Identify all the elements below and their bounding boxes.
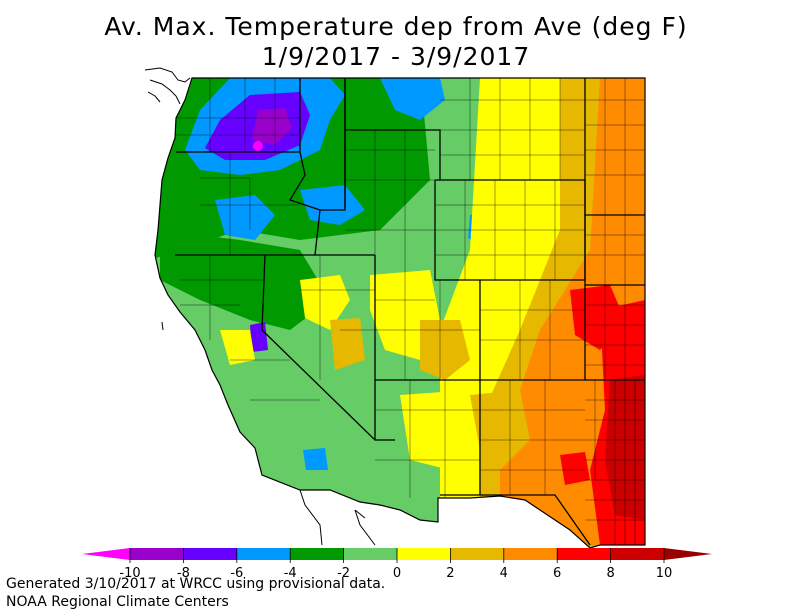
legend-bin xyxy=(397,548,451,560)
legend-tick-label: 10 xyxy=(656,566,673,581)
legend-bin xyxy=(557,548,611,560)
legend-bin xyxy=(343,548,397,560)
legend-bin-high-triangle xyxy=(664,548,712,560)
footer-credit: NOAA Regional Climate Centers xyxy=(6,594,229,610)
county-boundaries xyxy=(176,78,645,545)
footer-generated-note: Generated 3/10/2017 at WRCC using provis… xyxy=(6,576,386,592)
legend-tick-label: -8 xyxy=(177,566,190,581)
legend-tick-label: -6 xyxy=(230,566,243,581)
coast-detail xyxy=(144,67,191,331)
map-title: Av. Max. Temperature dep from Ave (deg F… xyxy=(104,12,688,41)
legend-tick-label: 8 xyxy=(606,566,614,581)
legend-tick-label: -10 xyxy=(119,566,140,581)
legend-bin xyxy=(450,548,504,560)
legend-tick-label: 2 xyxy=(446,566,454,581)
legend-tick-label: -4 xyxy=(284,566,297,581)
legend-tick-label: -2 xyxy=(337,566,350,581)
legend-bin xyxy=(503,548,558,560)
map-date-range: 1/9/2017 - 3/9/2017 xyxy=(261,42,531,71)
legend-tick-label: 4 xyxy=(500,566,508,581)
legend-tick-label: 6 xyxy=(553,566,561,581)
legend-bin xyxy=(610,548,664,560)
legend-tick-labels: -10 -8 -6 -4 -2 0 2 4 6 8 10 xyxy=(119,548,672,581)
legend-bin xyxy=(290,548,344,560)
legend-tick-label: 0 xyxy=(393,566,401,581)
legend-bars xyxy=(82,548,712,560)
state-boundaries xyxy=(175,78,645,546)
legend-bin xyxy=(183,548,237,560)
legend-bin xyxy=(236,548,291,560)
legend-bin-low-triangle xyxy=(82,548,130,560)
mexico-outline xyxy=(299,489,376,546)
legend-bin xyxy=(130,548,184,560)
anomaly-shading xyxy=(155,78,645,545)
